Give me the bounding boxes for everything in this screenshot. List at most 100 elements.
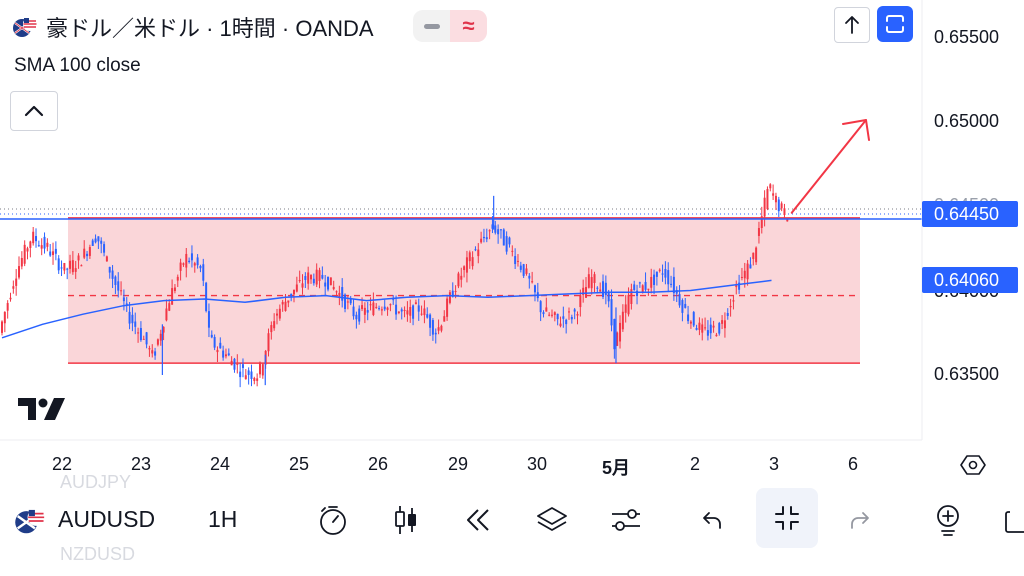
interval-selector[interactable]: 1H bbox=[208, 506, 238, 532]
candle bbox=[755, 246, 758, 265]
candle bbox=[661, 264, 664, 282]
settings-sliders-button[interactable] bbox=[606, 500, 646, 540]
undo-icon bbox=[703, 512, 721, 529]
watchlist-next-symbol[interactable]: NZDUSD bbox=[60, 544, 135, 564]
bar-replay-button[interactable] bbox=[313, 500, 353, 540]
date-tick: 5月 bbox=[601, 458, 631, 478]
candle bbox=[83, 240, 86, 260]
candle bbox=[729, 298, 732, 317]
candle bbox=[224, 348, 227, 359]
candle bbox=[383, 299, 386, 312]
rewind-button[interactable] bbox=[458, 500, 498, 540]
fullscreen-button[interactable] bbox=[877, 6, 913, 42]
candle bbox=[154, 347, 157, 360]
candle bbox=[531, 271, 534, 284]
candle bbox=[349, 295, 352, 306]
candle bbox=[125, 297, 128, 312]
candle bbox=[670, 275, 673, 288]
add-indicator-button[interactable] bbox=[928, 500, 968, 540]
candle bbox=[3, 311, 6, 333]
collapse-legend-button[interactable] bbox=[10, 91, 58, 131]
chart-settings-button[interactable] bbox=[958, 450, 988, 480]
candle bbox=[582, 279, 585, 303]
candle bbox=[488, 229, 491, 240]
share-button[interactable] bbox=[998, 500, 1024, 540]
candle bbox=[103, 241, 106, 257]
watchlist-prev-symbol[interactable]: AUDJPY bbox=[60, 472, 132, 492]
candle bbox=[202, 258, 205, 287]
indicator-label[interactable]: SMA 100 close bbox=[14, 55, 141, 76]
symbol-title[interactable]: 豪ドル／米ドル · 1時間 · OANDA bbox=[46, 16, 374, 41]
scroll-up-button[interactable] bbox=[834, 7, 870, 43]
candle bbox=[414, 299, 417, 305]
rewind-icon bbox=[467, 509, 489, 531]
redo-icon bbox=[851, 512, 869, 529]
candle bbox=[664, 261, 667, 285]
candle bbox=[528, 273, 531, 289]
candle bbox=[494, 220, 497, 235]
candle bbox=[258, 361, 261, 378]
symbol-selector[interactable]: AUDUSD bbox=[58, 506, 156, 532]
candle bbox=[80, 264, 83, 267]
candle bbox=[270, 321, 273, 340]
candle bbox=[375, 303, 378, 309]
candle bbox=[451, 282, 454, 298]
date-tick: 22 bbox=[51, 454, 73, 474]
candle bbox=[533, 284, 536, 302]
candle bbox=[37, 240, 40, 247]
candle bbox=[275, 308, 278, 325]
candle bbox=[599, 282, 602, 292]
candle bbox=[480, 231, 483, 244]
candle bbox=[448, 290, 451, 305]
candle bbox=[312, 273, 315, 286]
candle bbox=[406, 301, 409, 322]
price-tick: 0.65500 bbox=[934, 27, 1000, 47]
candle bbox=[499, 228, 502, 239]
candle bbox=[233, 357, 236, 373]
candle bbox=[519, 261, 522, 273]
candle bbox=[760, 206, 763, 234]
candle bbox=[565, 318, 568, 334]
date-tick: 26 bbox=[367, 454, 389, 474]
candle bbox=[120, 281, 123, 296]
candle bbox=[54, 241, 57, 261]
arrow-up-icon bbox=[845, 16, 859, 34]
candle bbox=[505, 231, 508, 255]
candle bbox=[66, 267, 69, 280]
candle bbox=[420, 305, 423, 316]
candle bbox=[604, 275, 607, 305]
date-tick: 24 bbox=[209, 454, 231, 474]
candle bbox=[307, 266, 310, 290]
redo-button[interactable] bbox=[840, 500, 880, 540]
candle bbox=[403, 306, 406, 318]
candle bbox=[111, 265, 114, 289]
candle bbox=[443, 310, 446, 322]
toggle-line-option[interactable] bbox=[413, 10, 450, 42]
candle bbox=[437, 319, 440, 335]
layers-button[interactable] bbox=[532, 500, 572, 540]
chart-style-button[interactable] bbox=[386, 500, 426, 540]
candle bbox=[60, 260, 63, 277]
candle bbox=[658, 268, 661, 273]
candle bbox=[542, 310, 545, 318]
candle bbox=[706, 320, 709, 341]
candle bbox=[684, 297, 687, 309]
candle bbox=[29, 240, 32, 258]
collapse-button[interactable] bbox=[756, 488, 818, 548]
candle bbox=[287, 300, 290, 308]
projection-arrow[interactable] bbox=[790, 119, 870, 214]
candle bbox=[417, 298, 420, 321]
candle bbox=[182, 262, 185, 267]
undo-button[interactable] bbox=[692, 500, 732, 540]
candle bbox=[539, 300, 542, 322]
candle bbox=[363, 302, 366, 324]
candle bbox=[465, 250, 468, 283]
candle bbox=[40, 238, 43, 256]
candle bbox=[318, 267, 321, 289]
toggle-wave-option[interactable]: ≈ bbox=[450, 10, 487, 42]
candle bbox=[156, 338, 159, 347]
candle bbox=[446, 294, 449, 321]
add-indicator-icon bbox=[937, 505, 959, 536]
chart-type-toggle[interactable]: ≈ bbox=[413, 10, 487, 42]
